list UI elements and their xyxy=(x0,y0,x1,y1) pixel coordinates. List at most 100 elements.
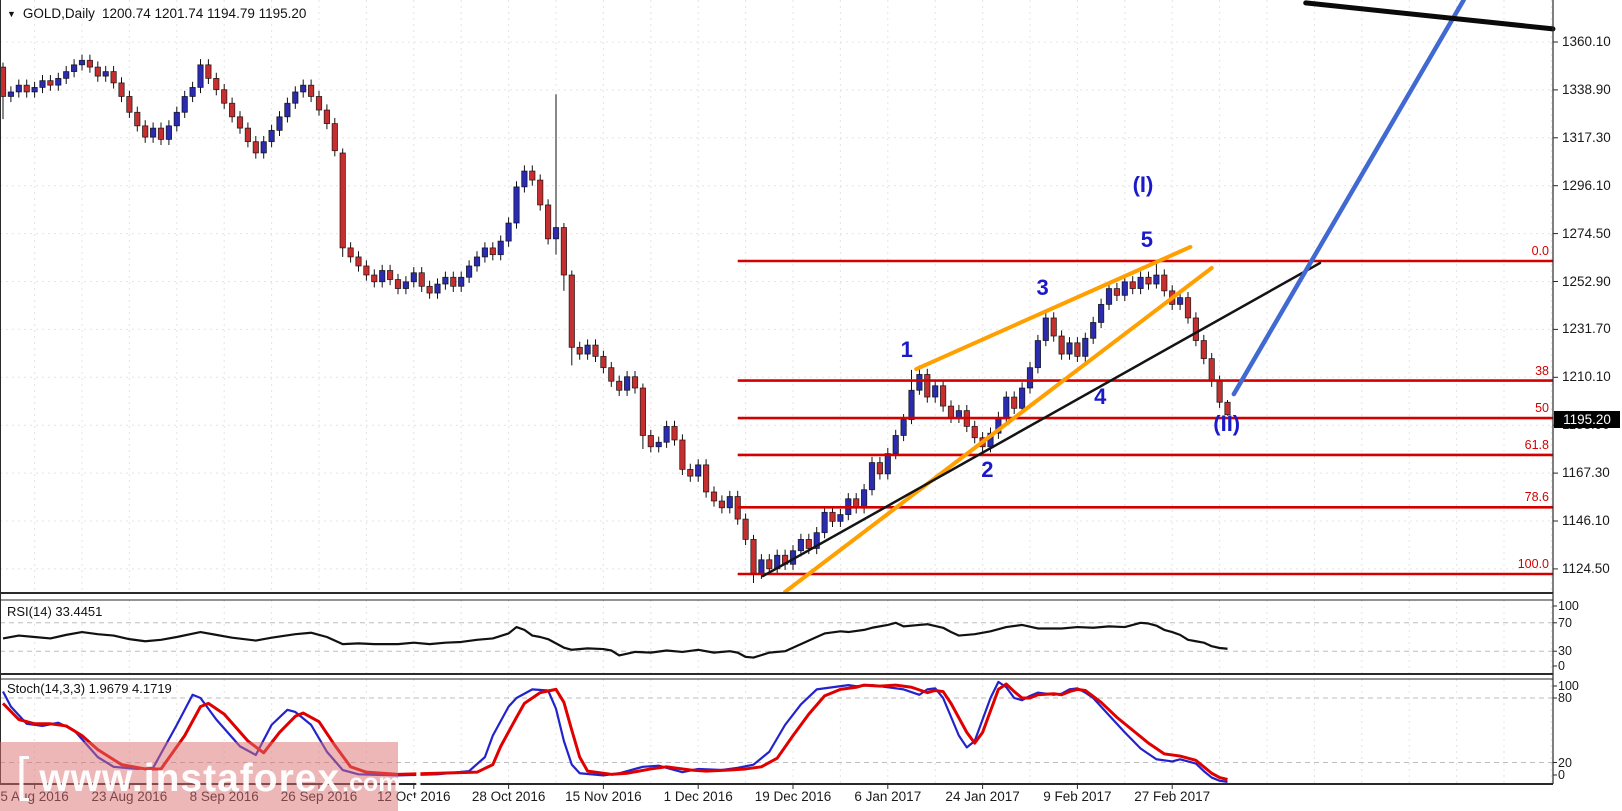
candle-body-down xyxy=(1058,335,1065,355)
candle-body-up xyxy=(1153,274,1160,285)
candle-body-up xyxy=(552,227,560,240)
candle-body-up xyxy=(758,559,765,574)
instaforex-watermark: [ www.instaforex .com ] xyxy=(0,742,424,811)
price-axis-label: 1317.30 xyxy=(1562,129,1611,145)
candle-body-down xyxy=(940,385,947,407)
candle-body-down xyxy=(829,511,836,522)
candle-body-down xyxy=(213,77,220,91)
candle-body-down xyxy=(1074,342,1081,357)
candle-body-down xyxy=(529,170,536,181)
candle-body-up xyxy=(31,87,38,93)
candle-body-up xyxy=(165,125,172,140)
stoch-signal-curve xyxy=(1,682,1228,781)
candle-body-up xyxy=(1177,297,1184,305)
candle-body-up xyxy=(276,116,283,131)
support-trendline-black xyxy=(761,261,1322,578)
candle-body-down xyxy=(576,346,583,355)
elliott-wave-label-3: 3 xyxy=(1036,274,1049,300)
candle-body-up xyxy=(473,256,481,267)
wedge-lower-orange xyxy=(783,266,1214,594)
rsi-scale-label: 70 xyxy=(1558,615,1572,630)
projection-line-blue xyxy=(1231,0,1466,397)
candle-body-down xyxy=(331,123,338,152)
candle-body-down xyxy=(1184,297,1192,319)
date-axis-label: 27 Feb 2017 xyxy=(1134,789,1211,804)
candle-body-up xyxy=(197,64,204,88)
price-axis-label: 1360.10 xyxy=(1562,34,1611,49)
candle-body-down xyxy=(244,127,251,143)
elliott-wave-label-I: (I) xyxy=(1132,172,1154,198)
candle-body-down xyxy=(118,82,125,97)
candle-body-down xyxy=(418,272,425,287)
candle-body-up xyxy=(284,102,291,118)
candle-body-up xyxy=(292,91,299,104)
candle-body-up xyxy=(268,129,275,143)
candle-body-up xyxy=(1121,281,1128,296)
candle-body-down xyxy=(971,426,978,439)
ohlc-quote-label: 1200.74 1201.74 1194.79 1195.20 xyxy=(101,6,307,21)
elliott-wave-label-II: (II) xyxy=(1213,410,1241,436)
candle-body-up xyxy=(39,80,46,88)
candle-body-down xyxy=(687,468,694,477)
candle-body-up xyxy=(300,84,307,93)
candle-body-up xyxy=(102,71,109,77)
candle-body-down xyxy=(671,426,678,441)
date-axis-label: 28 Oct 2016 xyxy=(471,789,546,804)
candle-body-up xyxy=(916,374,923,391)
candle-body-up xyxy=(410,272,417,283)
candle-body-down xyxy=(1113,288,1120,296)
rsi-scale-label: 30 xyxy=(1558,644,1572,659)
stoch-scale-label: 100 xyxy=(1558,679,1579,693)
candle-body-down xyxy=(718,500,726,509)
candle-body-up xyxy=(402,281,410,289)
stoch-indicator-label: Stoch(14,3,3) 1.9679 4.1719 xyxy=(7,681,172,696)
candle-body-up xyxy=(513,186,520,224)
candle-body-down xyxy=(1216,380,1223,403)
candle-body-up xyxy=(624,376,631,391)
candle-body-up xyxy=(189,87,196,97)
price-axis-label: 1296.10 xyxy=(1562,177,1611,193)
candle-body-up xyxy=(1034,340,1041,369)
price-axis-label: 1210.10 xyxy=(1562,369,1611,385)
candle-body-down xyxy=(394,279,402,289)
watermark-bracket-open: [ xyxy=(16,749,30,802)
date-axis-label: 24 Jan 2017 xyxy=(945,789,1020,804)
candle-body-up xyxy=(868,462,876,491)
candle-body-up xyxy=(908,389,915,421)
candle-body-up xyxy=(442,276,449,285)
candle-body-down xyxy=(94,66,101,77)
candle-body-up xyxy=(1019,387,1026,409)
wedge-upper-orange xyxy=(914,244,1193,372)
collapse-arrow-icon[interactable]: ▼ xyxy=(7,8,16,19)
candle-body-down xyxy=(568,274,575,348)
candle-body-down xyxy=(86,59,93,68)
candle-body-up xyxy=(173,111,180,127)
candle-body-down xyxy=(750,539,757,574)
candle-body-up xyxy=(813,532,820,549)
candle-body-down xyxy=(221,89,228,104)
candle-body-down xyxy=(639,387,647,436)
stoch-scale-label: 80 xyxy=(1558,691,1572,705)
candle-body-up xyxy=(434,283,441,294)
candle-body-down xyxy=(371,274,378,283)
candle-body-down xyxy=(23,84,30,93)
date-axis-label: 15 Nov 2016 xyxy=(565,789,642,804)
candle-body-down xyxy=(592,344,599,357)
candle-body-down xyxy=(710,491,718,502)
elliott-wave-label-1: 1 xyxy=(900,337,913,363)
candle-body-down xyxy=(315,96,323,111)
candle-body-up xyxy=(71,64,78,73)
candle-body-down xyxy=(1129,281,1136,289)
rsi-scale-label: 0 xyxy=(1558,659,1565,673)
candle-body-up xyxy=(932,385,939,398)
candle-body-down xyxy=(608,367,615,382)
current-price-tag: 1195.20 xyxy=(1554,410,1620,428)
candle-body-down xyxy=(489,247,496,256)
candle-body-up xyxy=(379,270,386,283)
candle-body-up xyxy=(663,426,670,443)
candle-body-down xyxy=(228,102,236,118)
candle-body-down xyxy=(1050,317,1057,337)
chart-title-bar: ▼ GOLD,Daily 1200.74 1201.74 1194.79 119… xyxy=(7,6,306,21)
fib-level-label: 0.0 xyxy=(1531,243,1549,258)
